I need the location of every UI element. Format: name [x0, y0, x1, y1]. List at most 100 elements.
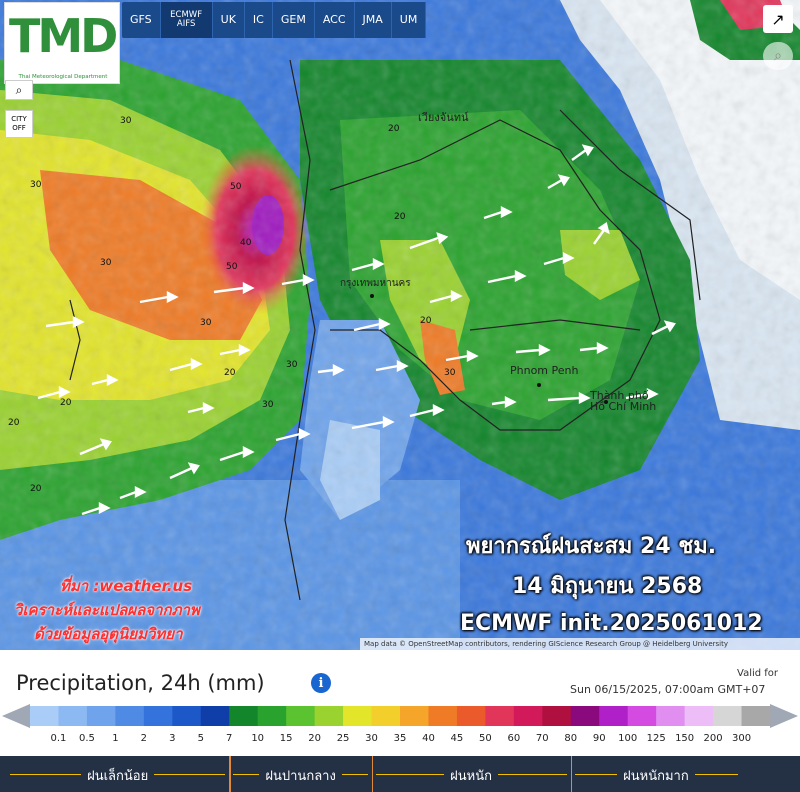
category-label: ฝนหนักมาก [617, 765, 695, 786]
logo-mark: TMD [9, 9, 118, 63]
scale-swatch [400, 706, 429, 726]
scale-tick-label: 35 [393, 733, 407, 744]
category-label: ฝนหนัก [444, 765, 498, 786]
scale-swatch [229, 706, 259, 726]
scale-swatch [200, 706, 230, 726]
scale-tick-label: 3 [169, 733, 176, 744]
model-tab-ecmwf-aifs[interactable]: ECMWF AIFS [160, 2, 213, 38]
info-icon[interactable]: i [311, 673, 331, 693]
contour-value: 50 [226, 262, 238, 272]
source-line: วิเคราะห์และแปลผลจากภาพ [14, 601, 200, 619]
scale-tick-label: 10 [251, 733, 265, 744]
scale-swatch [542, 706, 572, 726]
contour-value: 40 [240, 238, 252, 248]
scale-swatch [627, 706, 657, 726]
scale-tick-label: 60 [507, 733, 521, 744]
scale-swatch [115, 706, 145, 726]
contour-value: 30 [286, 360, 298, 370]
contour-value: 20 [8, 418, 20, 428]
category-divider [570, 756, 573, 792]
contour-value: 30 [444, 368, 456, 378]
contour-value: 30 [262, 400, 274, 410]
legend-title: Precipitation, 24h (mm) [16, 671, 265, 695]
scale-tick-label: 5 [197, 733, 204, 744]
scale-tick-label: 0.5 [78, 733, 95, 744]
scale-tick-label: 70 [535, 733, 549, 744]
tmd-logo: TMD Thai Meteorological Department [4, 2, 120, 84]
model-tab-um[interactable]: UM [392, 2, 427, 38]
scale-arrow-left [2, 704, 30, 728]
map-canvas [0, 0, 800, 650]
city-label-hcmc: Thành phố Hồ Chí Minh [590, 389, 657, 413]
magnifier-icon[interactable]: ⌕ [5, 80, 33, 100]
scale-tick-label: 7 [226, 733, 233, 744]
scale-swatch [485, 706, 515, 726]
scale-tick-label: 50 [479, 733, 492, 744]
valid-time: Sun 06/15/2025, 07:00am GMT+07 [570, 683, 766, 696]
scale-tick-label: 150 [675, 733, 695, 744]
scale-tick-label: 30 [365, 733, 378, 744]
model-selector: GFS ECMWF AIFS UK IC GEM ACC JMA UM [122, 2, 427, 38]
contour-value: 20 [388, 124, 400, 134]
search-icon[interactable]: ⌕ [763, 42, 793, 70]
scale-swatch [684, 706, 714, 726]
model-tab-gfs[interactable]: GFS [122, 2, 161, 38]
scale-tick-label: 100 [618, 733, 638, 744]
model-tab-gem[interactable]: GEM [273, 2, 315, 38]
city-label-bangkok: กรุงเทพมหานคร [340, 278, 411, 289]
scale-swatch [286, 706, 316, 726]
scale-swatch [656, 706, 686, 726]
scale-tick-label: 80 [564, 733, 578, 744]
scale-swatch [570, 706, 600, 726]
scale-arrow-right [770, 704, 798, 728]
source-line: ด้วยข้อมูลอุตุนิยมวิทยา [34, 625, 183, 643]
scale-swatch [456, 706, 486, 726]
model-tab-uk[interactable]: UK [213, 2, 245, 38]
scale-swatch [314, 706, 344, 726]
category-label: ฝนเล็กน้อย [81, 765, 155, 786]
scale-swatch [58, 706, 88, 726]
scale-swatch [428, 706, 458, 726]
scale-swatch [257, 706, 287, 726]
contour-value: 20 [224, 368, 236, 378]
scale-tick-label: 15 [279, 733, 293, 744]
city-toggle-button[interactable]: CITY OFF [5, 110, 33, 138]
contour-value: 30 [120, 116, 132, 126]
scale-swatch [513, 706, 543, 726]
scale-tick-label: 20 [308, 733, 321, 744]
category-divider [229, 756, 231, 792]
contour-value: 20 [420, 316, 432, 326]
model-tab-jma[interactable]: JMA [355, 2, 392, 38]
forecast-init: ECMWF init.2025061012 [460, 611, 763, 636]
category-label: ฝนปานกลาง [259, 765, 342, 786]
scale-swatch [30, 706, 59, 726]
scale-tick-label: 1 [112, 733, 119, 744]
scale-swatch [741, 706, 771, 726]
category-divider [371, 756, 374, 792]
scale-swatch [371, 706, 401, 726]
source-line: ที่มา :weather.us [60, 577, 193, 595]
precipitation-map[interactable]: 30 30 30 50 50 40 30 20 30 20 20 30 20 2… [0, 0, 800, 650]
scale-tick-label: 25 [336, 733, 350, 744]
contour-value: 30 [200, 318, 212, 328]
scale-tick-label: 125 [646, 733, 666, 744]
forecast-title: พยากรณ์ฝนสะสม 24 ชม. [466, 534, 717, 559]
model-tab-acc[interactable]: ACC [315, 2, 355, 38]
city-label-vientiane: เวียงจันทน์ [418, 111, 469, 124]
scale-tick-label: 200 [703, 733, 723, 744]
scale-tick-label: 300 [731, 733, 752, 744]
contour-value: 20 [394, 212, 406, 222]
color-scale [2, 704, 798, 728]
scale-swatch [713, 706, 743, 726]
valid-label: Valid for [737, 668, 779, 679]
scale-tick-label: 0.1 [50, 733, 67, 744]
forecast-date: 14 มิถุนายน 2568 [512, 574, 703, 599]
scale-swatch [143, 706, 173, 726]
map-attribution: Map data © OpenStreetMap contributors, r… [360, 638, 800, 650]
logo-department: Thai Meteorological Department [18, 74, 108, 80]
share-icon[interactable]: ↗ [763, 5, 793, 33]
scale-tick-label: 2 [140, 733, 148, 744]
contour-value: 20 [60, 398, 72, 408]
model-tab-ic[interactable]: IC [245, 2, 273, 38]
scale-swatch [172, 706, 202, 726]
